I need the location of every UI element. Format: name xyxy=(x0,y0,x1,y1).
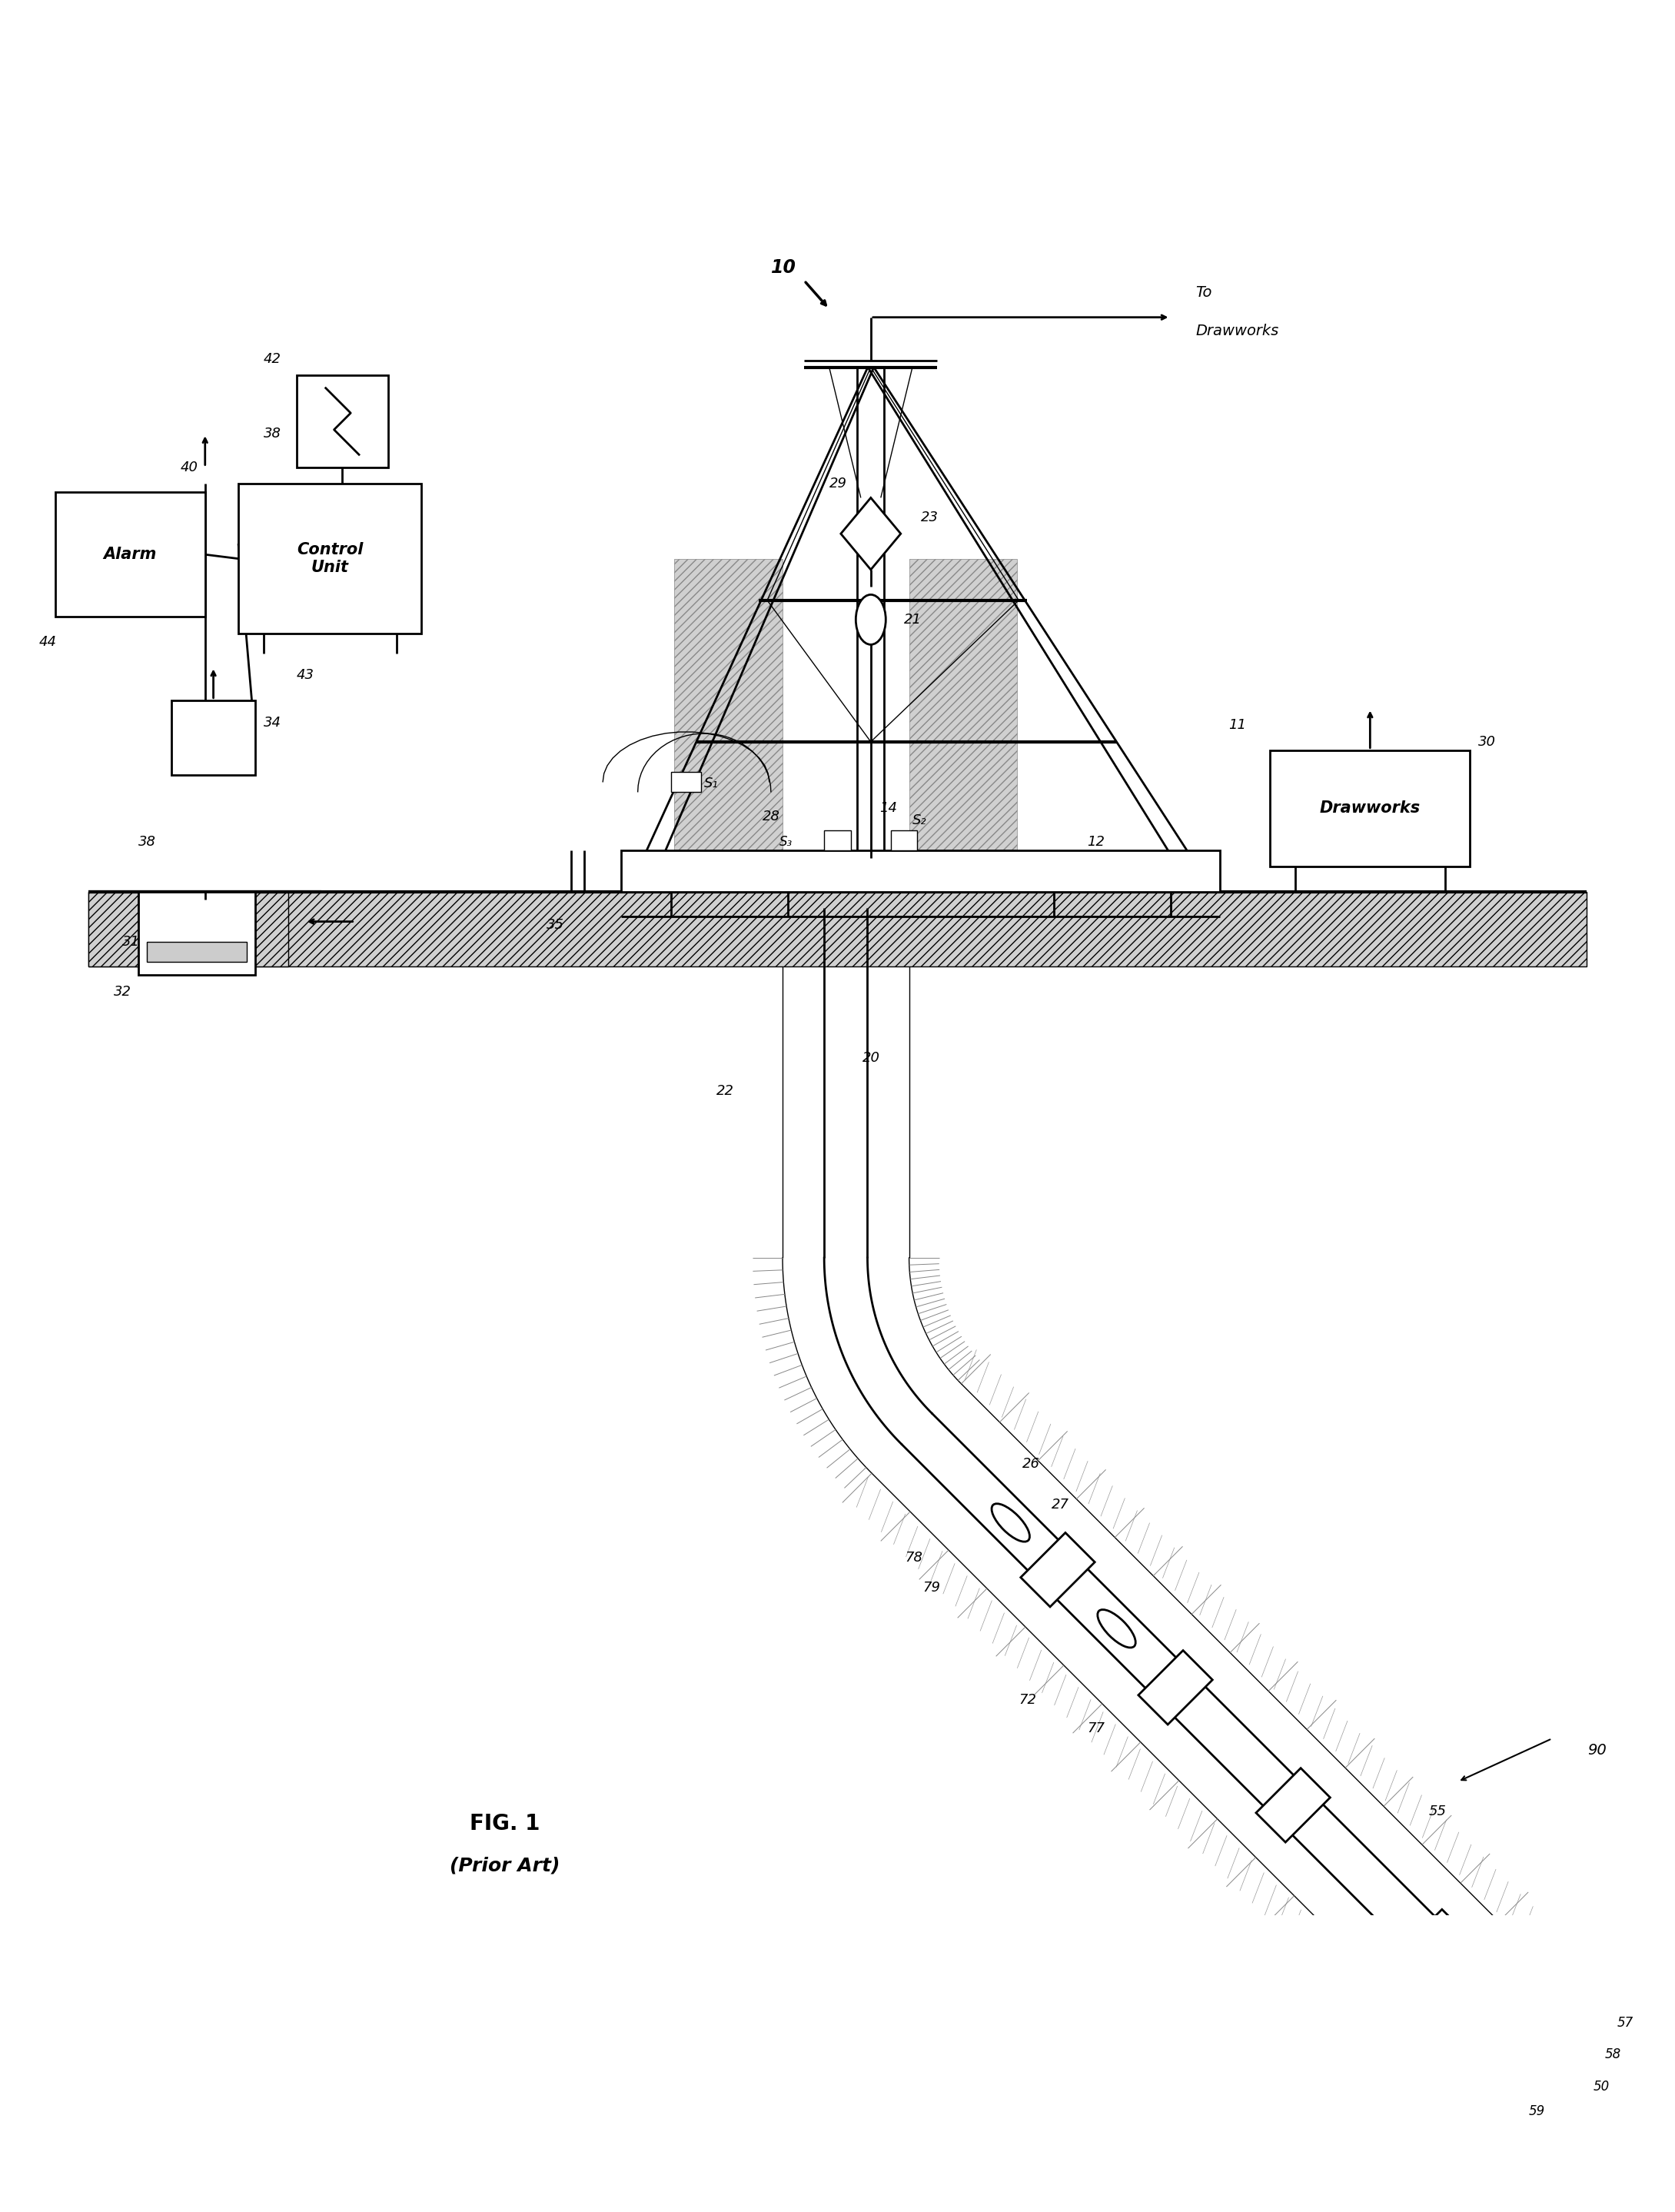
Text: 29: 29 xyxy=(829,478,848,491)
Bar xyxy=(824,830,851,849)
Text: S₁: S₁ xyxy=(705,776,719,790)
Bar xyxy=(675,560,782,909)
Text: 57: 57 xyxy=(1616,2015,1633,2031)
Text: 11: 11 xyxy=(1229,719,1246,732)
Text: 26: 26 xyxy=(1022,1458,1040,1471)
Polygon shape xyxy=(1020,1533,1095,1606)
Text: 79: 79 xyxy=(923,1582,940,1595)
Bar xyxy=(296,376,389,467)
Text: 34: 34 xyxy=(263,717,281,730)
Text: 35: 35 xyxy=(546,918,564,931)
Text: 77: 77 xyxy=(1087,1721,1106,1736)
Text: 50: 50 xyxy=(1593,2079,1610,2093)
Bar xyxy=(55,491,204,617)
Bar xyxy=(147,942,246,962)
Text: 38: 38 xyxy=(139,834,156,849)
Bar xyxy=(139,891,255,975)
Text: Drawworks: Drawworks xyxy=(1196,323,1278,338)
Text: S₃: S₃ xyxy=(779,834,792,849)
Polygon shape xyxy=(1564,2077,1658,2170)
Text: 23: 23 xyxy=(921,511,938,524)
Bar xyxy=(1270,750,1471,867)
Text: 59: 59 xyxy=(1529,2104,1544,2119)
Text: Drawworks: Drawworks xyxy=(1320,801,1420,816)
Text: 28: 28 xyxy=(762,810,781,823)
Bar xyxy=(89,891,288,967)
Text: 42: 42 xyxy=(263,352,281,365)
Text: S₂: S₂ xyxy=(913,814,926,827)
Text: 30: 30 xyxy=(1479,734,1496,748)
Bar xyxy=(238,484,422,633)
Text: 38: 38 xyxy=(263,427,281,440)
Text: 55: 55 xyxy=(1429,1805,1446,1818)
Text: 31: 31 xyxy=(122,936,139,949)
Text: Control
Unit: Control Unit xyxy=(296,542,363,575)
Text: 27: 27 xyxy=(1052,1498,1070,1513)
Ellipse shape xyxy=(992,1504,1030,1542)
Text: 44: 44 xyxy=(39,635,57,648)
Text: 58: 58 xyxy=(1605,2048,1621,2062)
Bar xyxy=(173,701,255,774)
Bar xyxy=(89,891,1586,967)
Text: 72: 72 xyxy=(1018,1694,1037,1708)
Text: (Prior Art): (Prior Art) xyxy=(449,1856,559,1874)
Text: 20: 20 xyxy=(863,1051,879,1064)
Text: Alarm: Alarm xyxy=(104,546,157,562)
Ellipse shape xyxy=(1097,1610,1136,1648)
Polygon shape xyxy=(841,498,901,571)
Polygon shape xyxy=(1397,1909,1471,1984)
Text: FIG. 1: FIG. 1 xyxy=(469,1814,539,1834)
Text: 40: 40 xyxy=(181,460,198,473)
Bar xyxy=(672,772,702,792)
Text: 32: 32 xyxy=(114,984,131,998)
Text: 10: 10 xyxy=(770,259,796,276)
Text: 12: 12 xyxy=(1087,834,1106,849)
Polygon shape xyxy=(1139,1650,1213,1725)
Bar xyxy=(891,830,918,849)
Text: To: To xyxy=(1196,285,1211,299)
Text: 90: 90 xyxy=(1588,1743,1606,1759)
Bar xyxy=(621,849,1221,891)
Text: 78: 78 xyxy=(904,1551,923,1564)
Text: 22: 22 xyxy=(715,1084,734,1099)
Text: 14: 14 xyxy=(879,801,896,816)
Polygon shape xyxy=(1256,1767,1330,1843)
Text: 21: 21 xyxy=(904,613,921,626)
Text: 43: 43 xyxy=(296,668,315,681)
Bar xyxy=(910,560,1017,909)
Ellipse shape xyxy=(856,595,886,644)
